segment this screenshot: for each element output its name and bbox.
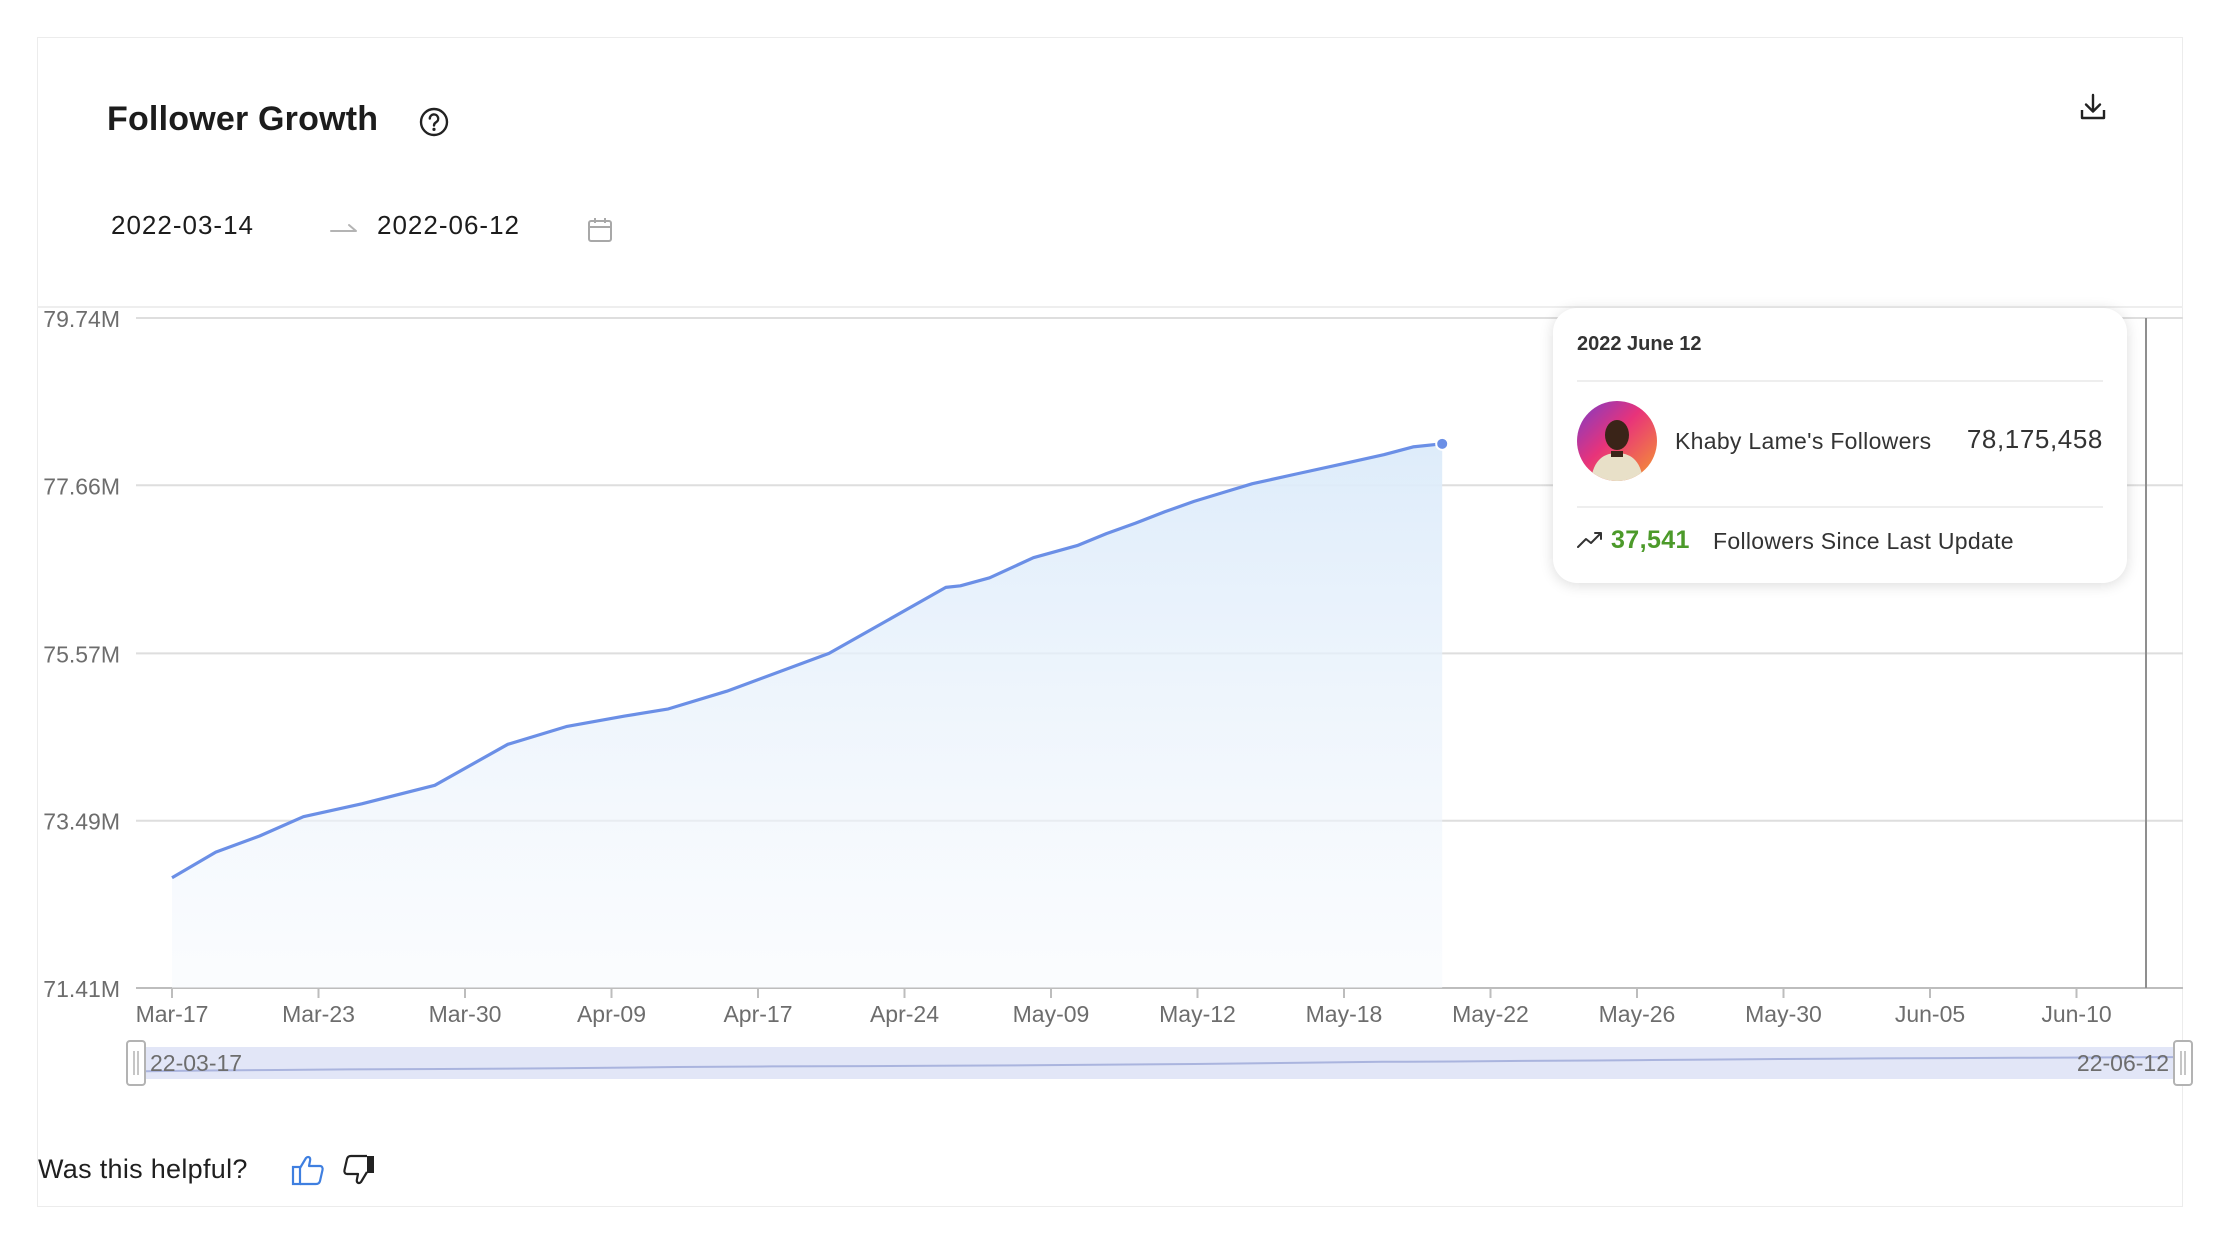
slider-preview-line: [135, 1056, 2184, 1073]
y-tick-label: 79.74M: [43, 306, 120, 332]
arrow-right-icon: [330, 224, 357, 232]
x-tick-label: May-30: [1745, 1001, 1822, 1027]
x-tick-label: May-18: [1306, 1001, 1383, 1027]
y-tick-label: 71.41M: [43, 976, 120, 1002]
x-tick-label: May-09: [1013, 1001, 1090, 1027]
question-circle-icon[interactable]: [418, 106, 450, 138]
x-tick-label: Mar-17: [136, 1001, 209, 1027]
x-tick-label: Apr-09: [577, 1001, 646, 1027]
range-slider[interactable]: 22-03-17 22-06-12: [126, 1040, 2193, 1086]
date-start-input[interactable]: 2022-03-14: [111, 210, 254, 240]
series-area: [171, 442, 1443, 988]
slider-start-label: 22-03-17: [150, 1050, 242, 1076]
hover-point: [1435, 436, 1450, 451]
chart-title: Follower Growth: [107, 100, 379, 138]
x-tick-label: Apr-24: [870, 1001, 939, 1027]
x-tick-label: May-22: [1452, 1001, 1529, 1027]
tooltip-series-label: Khaby Lame's Followers: [1675, 428, 1932, 454]
x-tick-label: Jun-10: [2041, 1001, 2111, 1027]
slider-track[interactable]: [136, 1047, 2183, 1079]
y-axis-labels: 79.74M 77.66M 75.57M 73.49M 71.41M: [43, 306, 120, 1002]
x-axis: Mar-17 Mar-23 Mar-30 Apr-09 Apr-17 Apr-24 May-…: [136, 988, 2112, 1027]
series-area-fill: [172, 443, 1443, 988]
slider-handle-start[interactable]: [126, 1040, 146, 1086]
x-tick-label: Mar-30: [429, 1001, 502, 1027]
slider-end-label: 22-06-12: [2077, 1050, 2169, 1076]
feedback-question: Was this helpful?: [38, 1154, 248, 1184]
tooltip-date: 2022 June 12: [1577, 333, 1702, 355]
date-end-input[interactable]: 2022-06-12: [377, 210, 520, 240]
series-line: [171, 442, 1443, 880]
slider-handle-end[interactable]: [2173, 1040, 2193, 1086]
tooltip-value: 78,175,458: [1966, 424, 2103, 454]
x-tick-label: May-26: [1599, 1001, 1676, 1027]
y-tick-label: 75.57M: [43, 641, 120, 667]
x-tick-label: Jun-05: [1895, 1001, 1965, 1027]
trend-up-icon: [1577, 532, 1602, 548]
tooltip-divider: [1577, 506, 2103, 508]
avatar-photo: [1577, 401, 1657, 481]
hover-dot: [1435, 436, 1450, 451]
y-tick-label: 73.49M: [43, 809, 120, 835]
x-tick-label: Mar-23: [282, 1001, 355, 1027]
calendar-icon[interactable]: [586, 216, 614, 244]
tooltip-divider: [1577, 380, 2103, 382]
thumbs-up-icon[interactable]: [290, 1152, 326, 1188]
tooltip-delta: 37,541: [1611, 526, 1690, 554]
chart-tooltip: 2022 June 12 Khaby Lame's Followers 78,1…: [1553, 308, 2127, 583]
thumbs-down-icon[interactable]: [341, 1152, 377, 1188]
x-tick-label: May-12: [1159, 1001, 1236, 1027]
download-icon[interactable]: [2076, 90, 2110, 124]
tooltip-delta-label: Followers Since Last Update: [1713, 528, 2014, 554]
x-tick-label: Apr-17: [723, 1001, 792, 1027]
y-tick-label: 77.66M: [43, 473, 120, 499]
